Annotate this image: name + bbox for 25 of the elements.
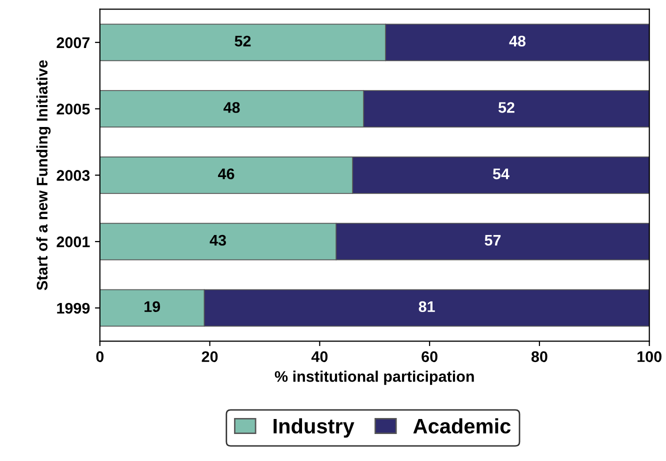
data-label: 46 — [218, 168, 234, 180]
y-tick-label: 2001 — [56, 236, 90, 248]
x-tick-label: 20 — [202, 351, 218, 362]
data-label: 54 — [492, 168, 510, 180]
y-tick-label: 1999 — [57, 302, 90, 314]
data-label: 52 — [498, 102, 514, 113]
data-label: 19 — [144, 301, 160, 312]
data-label: 48 — [509, 36, 526, 47]
data-label: 57 — [484, 235, 501, 246]
x-axis-title: % institutional participation — [274, 370, 474, 385]
data-label: 52 — [234, 36, 251, 47]
legend-label: Academic — [413, 418, 511, 434]
x-tick-label: 40 — [311, 351, 328, 362]
legend-label: Industry — [274, 418, 354, 438]
y-tick-label: 2005 — [56, 104, 90, 114]
y-tick-label: 2003 — [56, 170, 90, 181]
x-tick-label: 80 — [531, 351, 548, 362]
y-axis-title: Start of a new Funding Initiative — [36, 60, 51, 290]
data-label: 43 — [210, 234, 226, 246]
x-tick-label: 0 — [96, 351, 104, 362]
x-tick-label: 60 — [422, 351, 438, 362]
data-label: 48 — [224, 102, 240, 113]
x-tick-label: 100 — [638, 351, 662, 362]
data-label: 81 — [418, 301, 435, 312]
y-tick-label: 2007 — [56, 37, 90, 48]
